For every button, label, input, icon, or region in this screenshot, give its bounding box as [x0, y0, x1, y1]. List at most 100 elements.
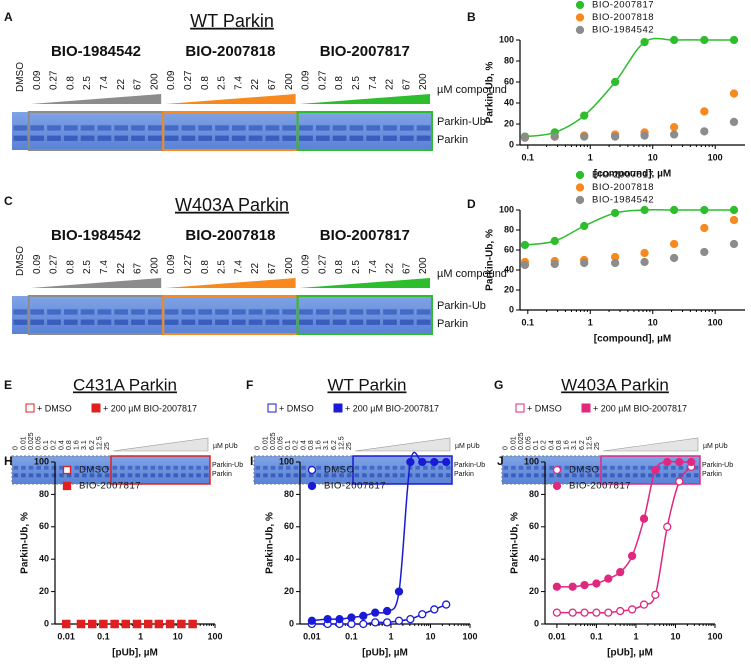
gel-band [59, 465, 64, 470]
y-tick-label: 60 [504, 76, 514, 86]
gel-band [299, 309, 313, 315]
point [663, 522, 672, 531]
lane-label: 0.8 [334, 260, 345, 274]
lane-box [110, 455, 211, 485]
gel-band [147, 319, 162, 325]
point [188, 619, 197, 629]
point [729, 89, 739, 98]
point [687, 457, 696, 467]
legend-label: BIO-2007817 [569, 481, 631, 492]
gel-band [127, 465, 133, 470]
lane-label: 6.2 [579, 440, 586, 450]
gel-band [346, 465, 352, 470]
gel-band [181, 309, 196, 315]
gel-band [362, 465, 367, 470]
gel-band [97, 135, 112, 141]
point [627, 605, 637, 614]
lane-label: 0.4 [548, 440, 555, 450]
gel-band [74, 473, 80, 478]
gel-band [308, 473, 314, 478]
gel-band [89, 465, 95, 470]
gel-band [173, 465, 179, 470]
lane-label: 6.2 [89, 440, 96, 450]
gel-band [511, 465, 516, 470]
gel-band [82, 465, 87, 470]
legend-label: BIO-2007817 [592, 0, 654, 11]
lane-label: 0.4 [300, 440, 307, 450]
gel-band [13, 473, 19, 478]
point [610, 258, 620, 268]
point [552, 582, 562, 591]
gel-band [392, 473, 398, 478]
gel-band [671, 473, 676, 478]
gel-band [97, 309, 112, 315]
y-tick-label: 100 [524, 456, 539, 466]
gel [12, 296, 432, 334]
gel-band [315, 135, 330, 141]
gel-band [114, 309, 129, 315]
gel-band [332, 135, 347, 141]
gel-band [135, 473, 140, 478]
y-tick-label: 20 [504, 118, 514, 128]
point [610, 208, 620, 218]
y-tick-label: 40 [529, 554, 539, 564]
y-tick-label: 0 [509, 139, 514, 149]
point [568, 608, 577, 617]
x-tick-label: 0.1 [590, 631, 603, 641]
gel [12, 112, 432, 150]
lane-label: 0.05 [525, 436, 532, 450]
gel-band [80, 135, 95, 141]
gel-band [445, 473, 451, 478]
point [442, 600, 451, 609]
gel-band [349, 135, 364, 141]
legend-marker [581, 403, 591, 413]
point [430, 605, 439, 614]
lane-label: 0.2 [541, 440, 548, 450]
unit-label: µM pUb [703, 443, 728, 450]
gel-band [549, 465, 554, 470]
legend-marker [62, 481, 72, 491]
gel-band [181, 125, 196, 131]
lane-label: 200 [284, 73, 295, 90]
lane-label: 0.1 [533, 440, 540, 450]
compound-name: BIO-2007818 [185, 227, 275, 244]
gel-band [587, 465, 592, 470]
gel-band [30, 319, 45, 325]
point [550, 236, 559, 246]
point [700, 223, 709, 233]
gel-band [120, 473, 125, 478]
lane-label: 0.01 [262, 436, 269, 450]
gel-band [231, 125, 246, 131]
compound-name: BIO-1984542 [51, 43, 141, 60]
gel-band [594, 465, 600, 470]
gel-band [324, 465, 329, 470]
point [568, 582, 577, 591]
band-label: Parkin-Ub [454, 462, 485, 469]
gel-band [632, 465, 638, 470]
y-tick-label: 0 [534, 618, 539, 628]
lane-label: 0.8 [308, 440, 315, 450]
point [669, 253, 679, 263]
gel-band [131, 309, 145, 315]
gel-band [625, 473, 630, 478]
band-label: Parkin-Ub [437, 300, 486, 312]
lane-label: 22 [385, 78, 396, 90]
legend-marker [91, 403, 101, 413]
lane-label: 7.4 [368, 76, 379, 90]
wedge [299, 278, 430, 288]
lane-label: 200 [418, 257, 429, 274]
point [382, 606, 392, 616]
panel-letter: G [494, 378, 503, 392]
point [307, 616, 317, 625]
wedge [30, 278, 162, 288]
gel-title: W403A Parkin [561, 375, 669, 394]
lane-label: 0.8 [556, 440, 563, 450]
gel-band [265, 125, 280, 131]
gel-band [399, 309, 414, 315]
gel-band [28, 473, 34, 478]
y-tick-label: 100 [499, 34, 514, 44]
gel-title: WT Parkin [190, 11, 274, 31]
lane-label: 0 [503, 446, 510, 450]
gel-band [265, 319, 280, 325]
lane-box [352, 455, 453, 485]
